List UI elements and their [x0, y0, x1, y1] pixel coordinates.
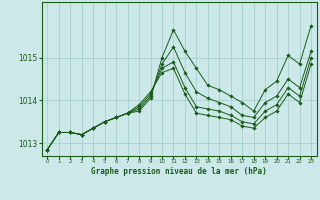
- X-axis label: Graphe pression niveau de la mer (hPa): Graphe pression niveau de la mer (hPa): [91, 167, 267, 176]
